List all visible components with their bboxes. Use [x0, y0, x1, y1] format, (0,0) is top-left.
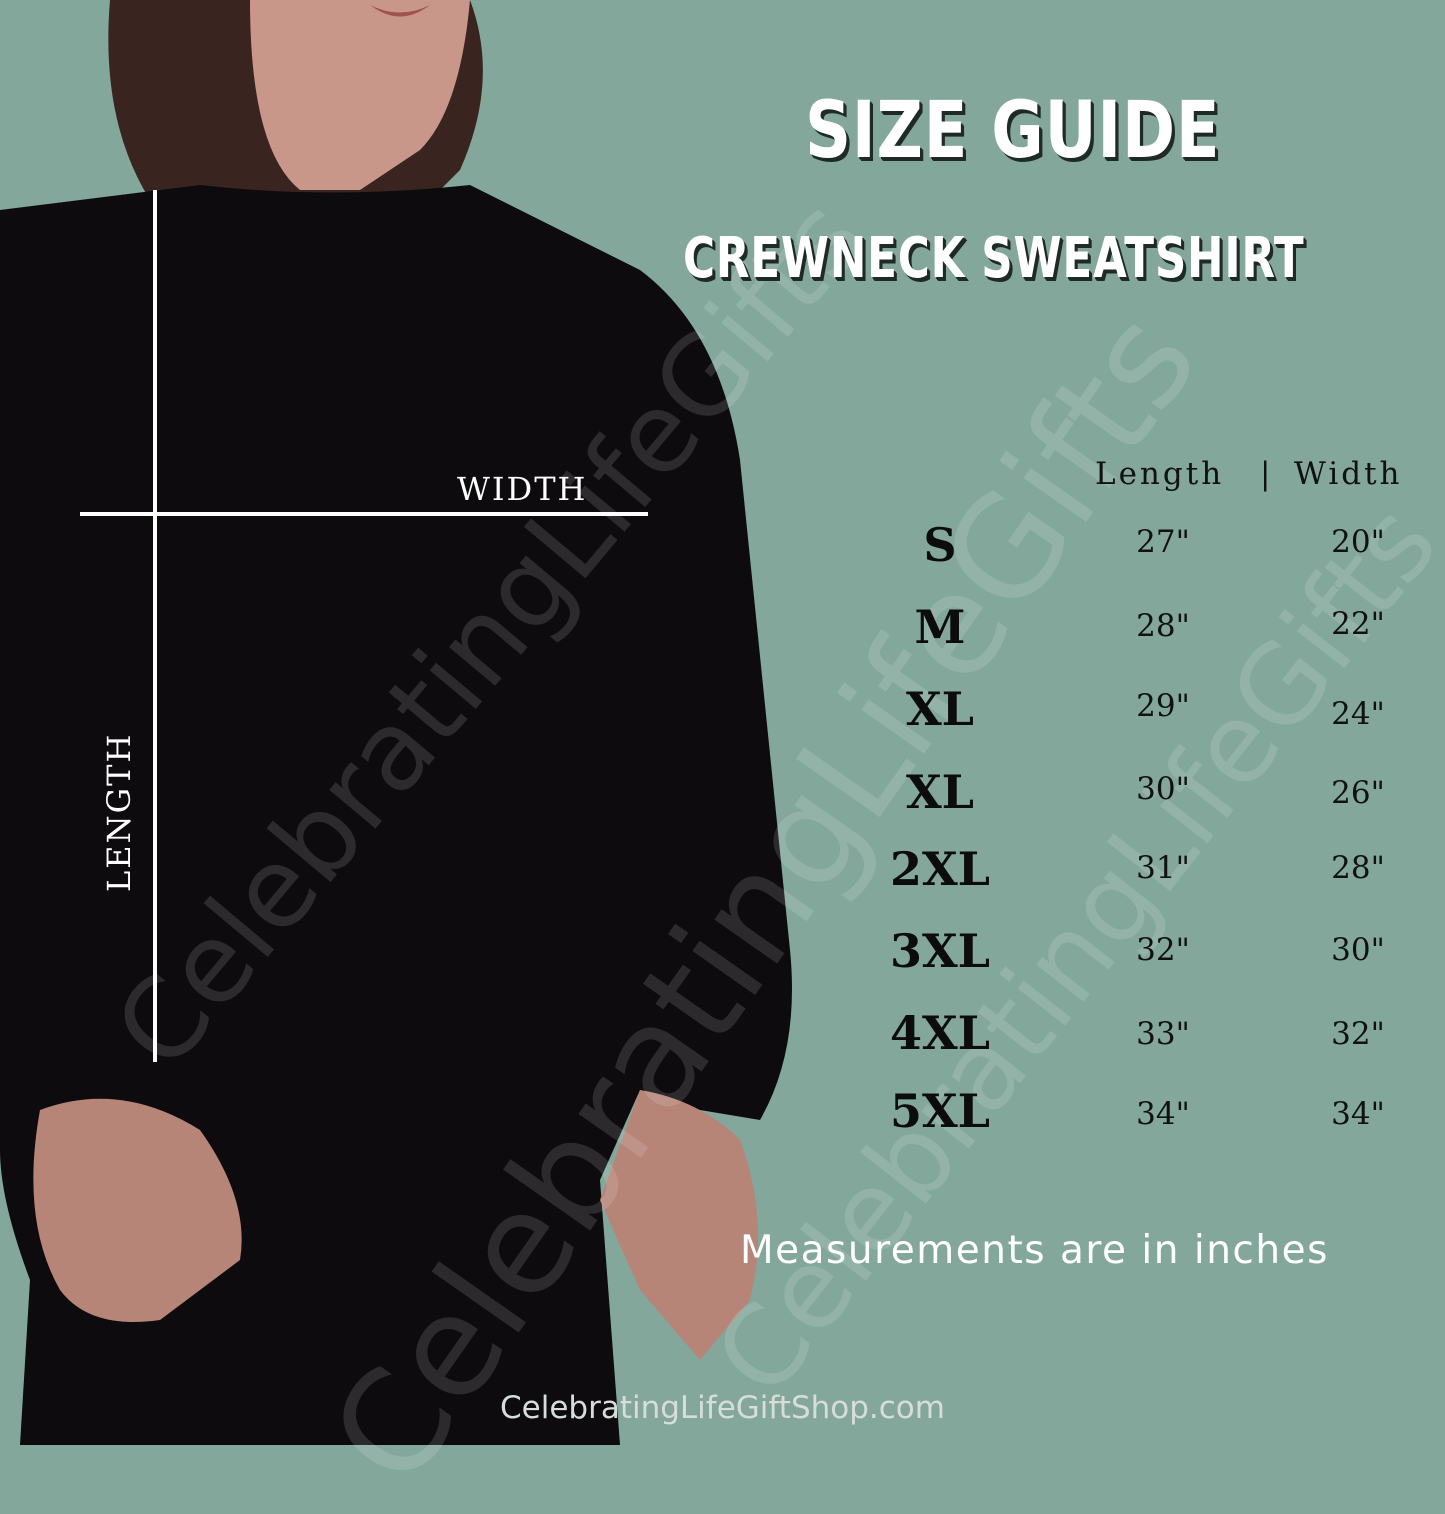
- length-value: 32": [1136, 932, 1190, 968]
- size-label: S: [923, 518, 957, 572]
- size-label: 3XL: [889, 924, 991, 978]
- width-label: WIDTH: [457, 470, 588, 508]
- table-row: S 27" 20": [0, 518, 1445, 578]
- lips: [370, 5, 430, 17]
- product-subtitle: CREWNECK SWEATSHIRT: [683, 226, 1305, 291]
- header-separator: |: [1260, 456, 1274, 492]
- face-neck: [250, 0, 470, 190]
- length-value: 27": [1136, 524, 1190, 560]
- size-label: M: [914, 600, 966, 654]
- measurement-note: Measurements are in inches: [740, 1228, 1329, 1273]
- length-value: 31": [1136, 850, 1190, 886]
- page-title: SIZE GUIDE: [805, 86, 1221, 176]
- length-value: 30": [1136, 771, 1190, 807]
- width-value: 28": [1331, 850, 1385, 886]
- table-row: M 28" 22": [0, 600, 1445, 660]
- size-label: 4XL: [889, 1006, 991, 1060]
- table-row: 4XL 33" 32": [0, 1006, 1445, 1066]
- table-row: 2XL 31" 28": [0, 842, 1445, 902]
- width-value: 24": [1331, 696, 1385, 732]
- length-value: 34": [1136, 1096, 1190, 1132]
- length-value: 29": [1136, 688, 1190, 724]
- width-value: 34": [1331, 1096, 1385, 1132]
- length-value: 28": [1136, 608, 1190, 644]
- width-value: 30": [1331, 932, 1385, 968]
- size-label: 5XL: [889, 1084, 991, 1138]
- width-value: 22": [1331, 606, 1385, 642]
- model-photo: [0, 0, 792, 1445]
- size-label: 2XL: [889, 842, 991, 896]
- width-value: 26": [1331, 775, 1385, 811]
- table-row: XL 29" 24": [0, 682, 1445, 742]
- right-hand: [600, 1090, 758, 1360]
- size-label: XL: [905, 765, 975, 819]
- width-value: 20": [1331, 524, 1385, 560]
- table-row: 5XL 34" 34": [0, 1084, 1445, 1144]
- table-row: XL 30" 26": [0, 765, 1445, 825]
- website-link[interactable]: CelebratingLifeGiftShop.com: [500, 1390, 945, 1426]
- length-header: Length: [1095, 456, 1225, 492]
- width-value: 32": [1331, 1016, 1385, 1052]
- width-header: Width: [1294, 456, 1403, 492]
- table-row: 3XL 32" 30": [0, 924, 1445, 984]
- left-hand: [33, 1098, 242, 1322]
- length-value: 33": [1136, 1016, 1190, 1052]
- size-label: XL: [905, 682, 975, 736]
